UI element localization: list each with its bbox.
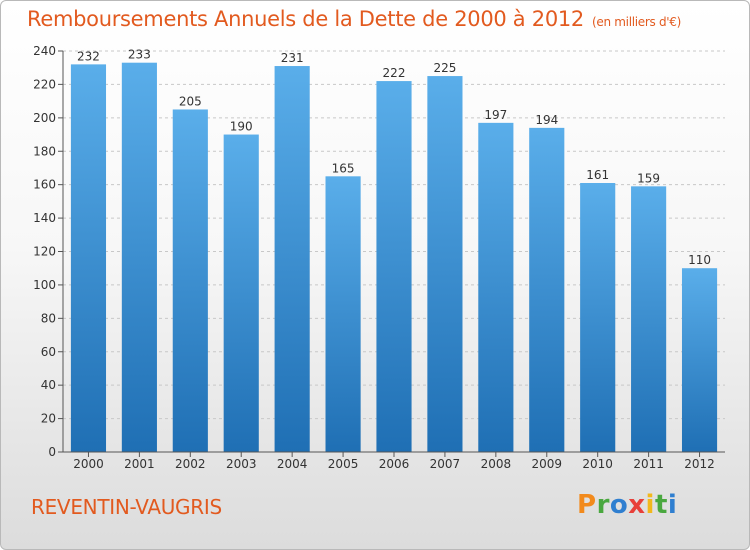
y-tick-label-40: 40 xyxy=(41,378,56,392)
chart-unit: (en milliers d'€) xyxy=(592,15,682,29)
x-tick-label-2011: 2011 xyxy=(633,457,664,471)
labels: 0 20 40 60 80 100 120 140 160 180 200 220 240 2000 232… xyxy=(33,44,715,471)
x-tick-label-2001: 2001 xyxy=(124,457,155,471)
y-tick-label-140: 140 xyxy=(33,211,56,225)
x-tick-label-2010: 2010 xyxy=(582,457,613,471)
bar-2003 xyxy=(223,134,259,452)
axes xyxy=(58,50,725,457)
data-label-2008: 197 xyxy=(484,108,507,122)
logo-letter: P xyxy=(577,490,597,520)
logo-letter: x xyxy=(628,490,646,520)
bar-2011 xyxy=(631,186,667,452)
bar-2007 xyxy=(427,76,463,452)
data-label-2009: 194 xyxy=(535,113,558,127)
bar-2005 xyxy=(325,176,361,452)
y-tick-label-20: 20 xyxy=(41,412,56,426)
chart-title-text: Remboursements Annuels de la Dette de 20… xyxy=(27,7,584,31)
bar-2006 xyxy=(376,81,412,452)
logo-letter: o xyxy=(609,490,629,520)
bars xyxy=(70,62,718,453)
x-tick-label-2005: 2005 xyxy=(328,457,359,471)
proxiti-logo[interactable]: Proxiti xyxy=(577,490,677,520)
bar-2004 xyxy=(274,66,310,452)
chart-title: Remboursements Annuels de la Dette de 20… xyxy=(27,7,681,31)
data-label-2012: 110 xyxy=(688,253,711,267)
y-tick-label-220: 220 xyxy=(33,77,56,91)
bar-2009 xyxy=(529,127,565,452)
y-tick-label-60: 60 xyxy=(41,345,56,359)
bar-2012 xyxy=(681,268,718,452)
x-tick-label-2002: 2002 xyxy=(175,457,206,471)
logo-letter: i xyxy=(667,490,678,520)
bar-2002 xyxy=(172,109,208,453)
data-label-2010: 161 xyxy=(586,168,609,182)
y-tick-label-200: 200 xyxy=(33,111,56,125)
y-tick-label-120: 120 xyxy=(33,245,56,259)
y-tick-label-160: 160 xyxy=(33,178,56,192)
x-tick-label-2007: 2007 xyxy=(430,457,461,471)
data-label-2003: 190 xyxy=(230,120,253,134)
x-tick-label-2006: 2006 xyxy=(379,457,410,471)
logo-letter: i xyxy=(645,490,655,520)
commune-name: REVENTIN-VAUGRIS xyxy=(31,495,222,519)
x-tick-label-2009: 2009 xyxy=(531,457,562,471)
data-label-2011: 159 xyxy=(637,171,660,185)
data-label-2004: 231 xyxy=(281,51,304,65)
x-tick-label-2004: 2004 xyxy=(277,457,308,471)
x-tick-label-2008: 2008 xyxy=(481,457,512,471)
data-label-2000: 232 xyxy=(77,49,100,63)
y-tick-label-180: 180 xyxy=(33,144,56,158)
data-label-2007: 225 xyxy=(433,61,456,75)
data-label-2006: 222 xyxy=(383,66,406,80)
data-label-2001: 233 xyxy=(128,48,151,62)
data-label-2005: 165 xyxy=(332,161,355,175)
bar-2008 xyxy=(478,122,514,453)
logo-letter: r xyxy=(596,490,610,520)
x-tick-label-2012: 2012 xyxy=(684,457,715,471)
bar-2000 xyxy=(70,64,107,452)
y-tick-label-100: 100 xyxy=(33,278,56,292)
bar-2010 xyxy=(580,182,616,452)
logo-letter: t xyxy=(654,490,668,520)
y-tick-label-80: 80 xyxy=(41,311,56,325)
data-label-2002: 205 xyxy=(179,94,202,108)
bar-2001 xyxy=(121,62,157,453)
y-tick-label-0: 0 xyxy=(48,445,56,459)
x-tick-label-2000: 2000 xyxy=(73,457,104,471)
y-tick-label-240: 240 xyxy=(33,44,56,58)
x-tick-label-2003: 2003 xyxy=(226,457,257,471)
